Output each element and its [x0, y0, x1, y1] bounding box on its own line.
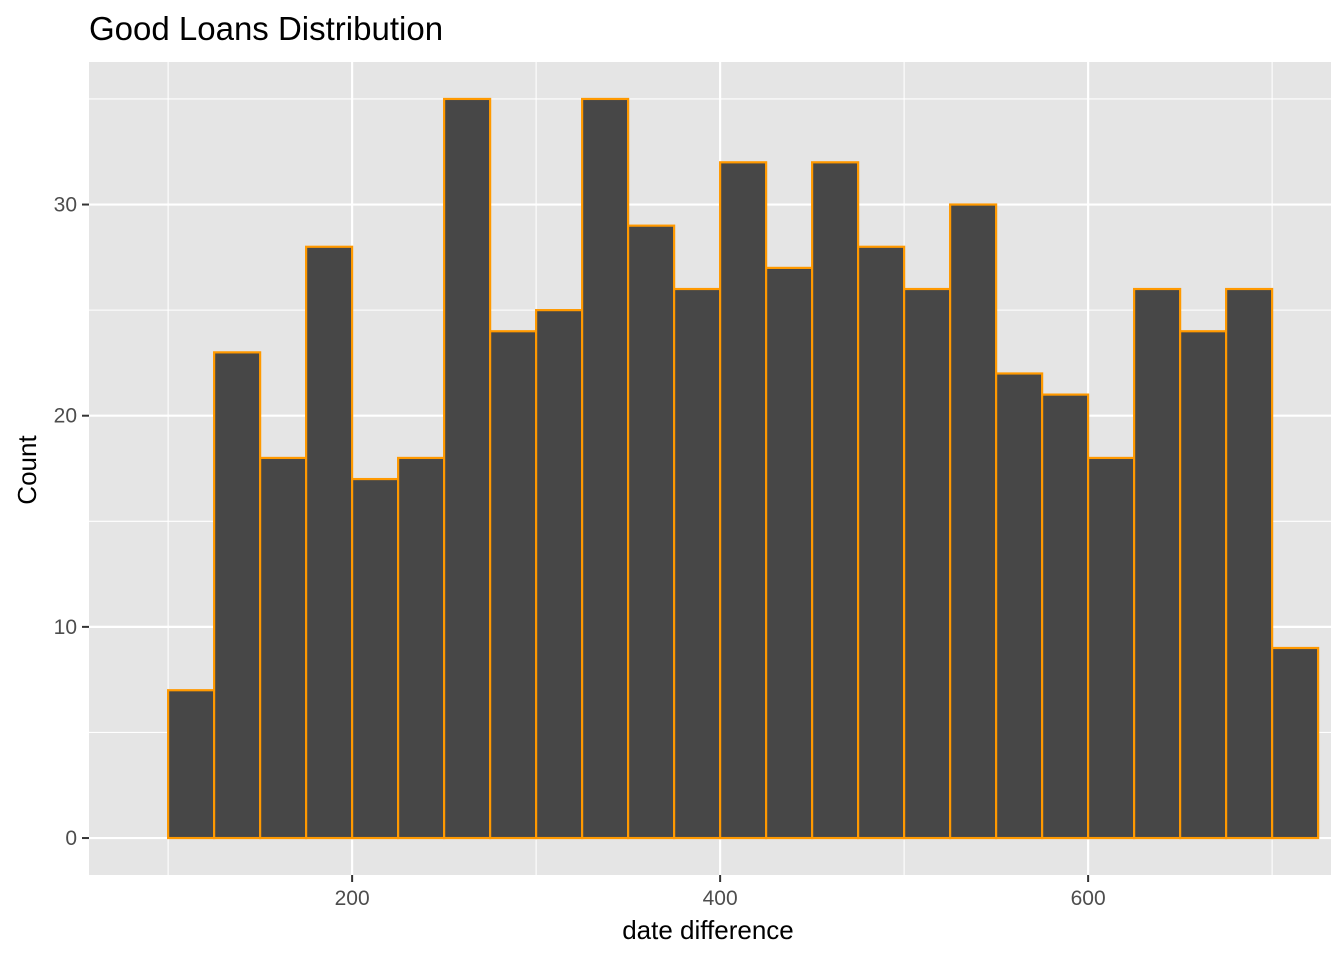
histogram-bar: [1179, 330, 1228, 840]
histogram-bar: [213, 351, 262, 840]
histogram-bar: [259, 456, 308, 840]
histogram-bar: [673, 287, 722, 840]
x-axis: 200 400 600: [335, 875, 1106, 910]
histogram-bar: [903, 287, 952, 840]
histogram-bar: [1087, 456, 1136, 840]
histogram-bar: [811, 161, 860, 840]
histogram-bar: [489, 330, 538, 840]
histogram-bar: [857, 245, 906, 840]
histogram-bar: [443, 97, 492, 840]
y-tick-label: 10: [54, 616, 77, 639]
y-axis: 0 10 20 30: [54, 194, 89, 850]
x-axis-title: date difference: [622, 915, 794, 945]
y-tick-label: 0: [65, 827, 77, 850]
histogram-bar: [995, 372, 1044, 840]
histogram-bar: [627, 224, 676, 840]
histogram-bar: [1225, 287, 1274, 840]
y-axis-title: Count: [12, 435, 42, 505]
histogram-bar: [167, 689, 216, 840]
histogram-bar: [765, 266, 814, 840]
x-tick-label: 400: [703, 887, 738, 910]
histogram-bars: [167, 97, 1320, 840]
y-tick-label: 30: [54, 194, 77, 217]
y-tick-label: 20: [54, 405, 77, 428]
histogram-bar: [1133, 287, 1182, 840]
x-tick-label: 600: [1071, 887, 1106, 910]
chart-title: Good Loans Distribution: [89, 10, 443, 47]
histogram-bar: [581, 97, 630, 840]
histogram-bar: [719, 161, 768, 840]
histogram-bar: [1271, 646, 1320, 840]
histogram-bar: [535, 309, 584, 840]
histogram-bar: [351, 477, 400, 840]
histogram-bar: [949, 203, 998, 840]
x-tick-label: 200: [335, 887, 370, 910]
histogram-bar: [1041, 393, 1090, 840]
histogram-bar: [397, 456, 446, 840]
histogram-bar: [305, 245, 354, 840]
